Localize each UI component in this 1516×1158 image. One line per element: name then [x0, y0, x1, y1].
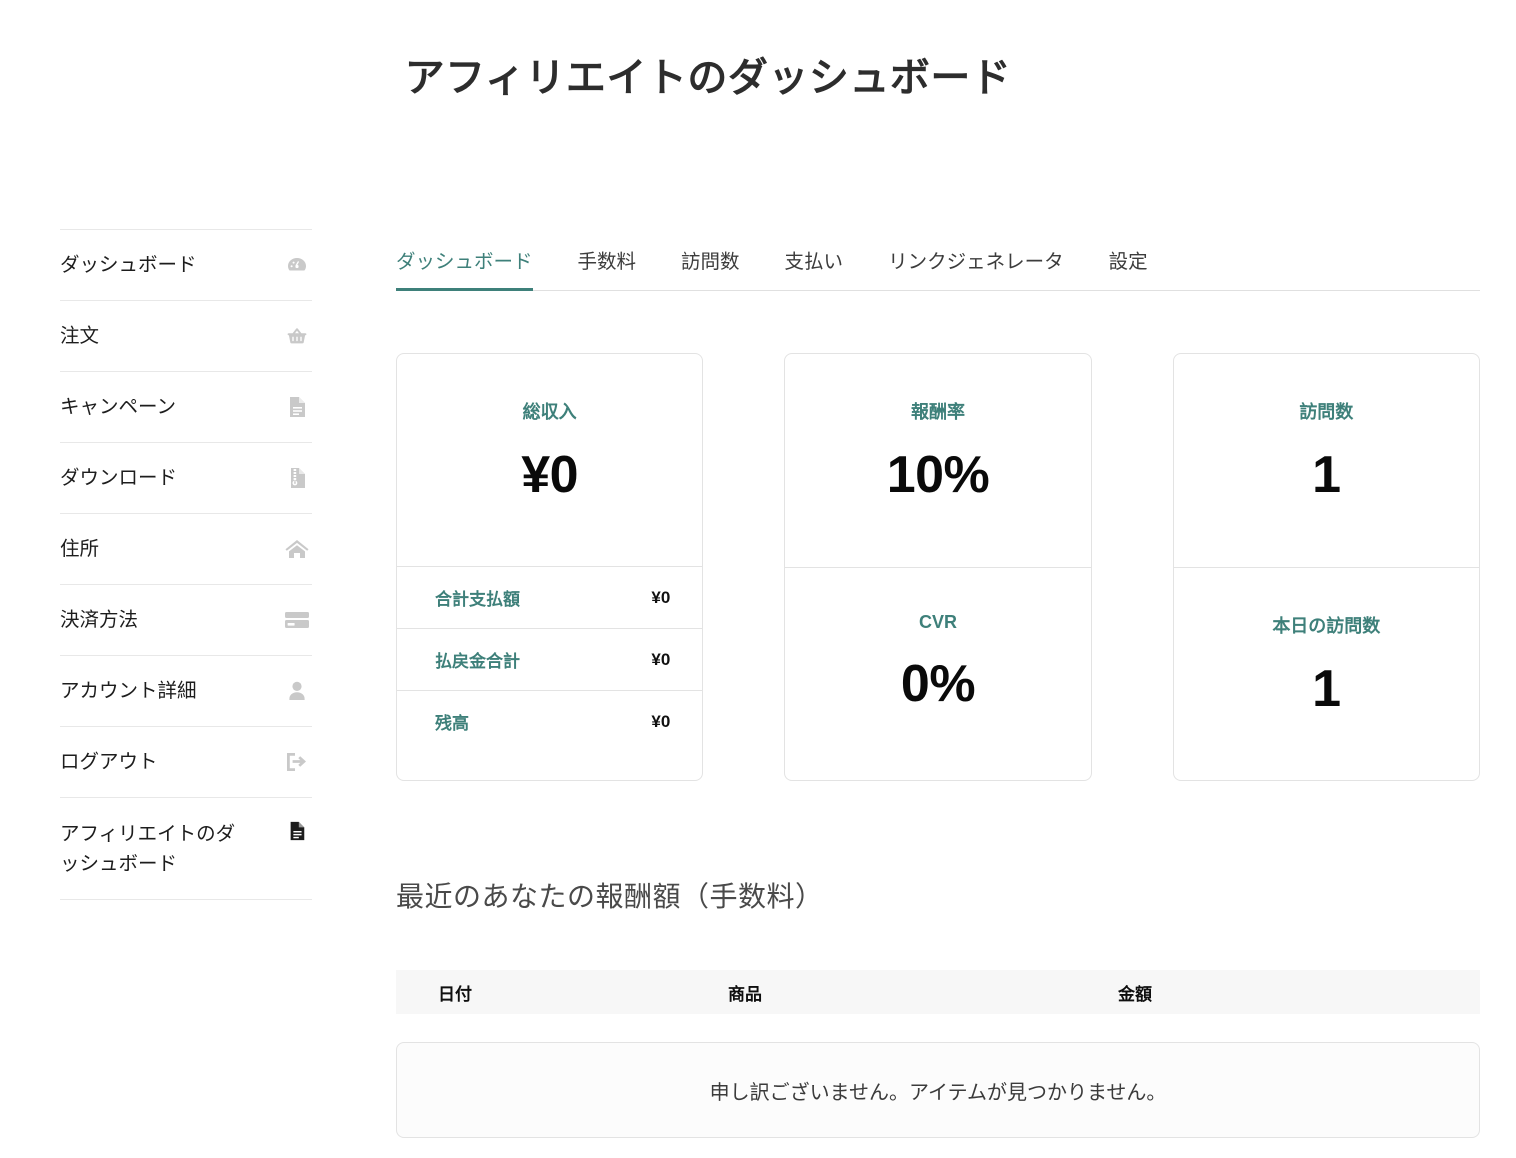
sidebar-item-label: ダッシュボード	[60, 254, 197, 276]
row-value: ¥0	[651, 587, 671, 607]
row-total-paid: 合計支払額 ¥0	[397, 566, 703, 628]
credit-card-icon	[284, 607, 310, 633]
empty-state-message: 申し訳ございません。アイテムが見つかりません。	[709, 1081, 1167, 1104]
sidebar-item-logout[interactable]: ログアウト	[60, 727, 312, 798]
card-value: 10%	[886, 446, 990, 504]
home-icon	[284, 536, 310, 562]
column-header-product: 商品	[728, 984, 762, 1004]
sidebar-item-label: 注文	[60, 325, 100, 347]
recent-commissions-heading: 最近のあなたの報酬額（手数料）	[396, 881, 824, 913]
sidebar-item-label: ログアウト	[60, 751, 158, 773]
tab-link-generator[interactable]: リンクジェネレータ	[888, 251, 1064, 273]
card-title: 訪問数	[1299, 402, 1354, 422]
row-label: 払戻金合計	[435, 652, 520, 671]
empty-state: 申し訳ございません。アイテムが見つかりません。	[396, 1042, 1480, 1138]
sidebar-item-label: キャンペーン	[60, 396, 177, 418]
tab-settings[interactable]: 設定	[1108, 251, 1148, 273]
card-title: 総収入	[522, 402, 577, 422]
card-title: 本日の訪問数	[1272, 616, 1381, 636]
column-header-amount: 金額	[1118, 984, 1152, 1004]
row-value: ¥0	[651, 711, 671, 731]
sidebar-item-label: 住所	[60, 538, 100, 560]
card-earnings-summary: 総収入 ¥0	[397, 354, 702, 566]
commissions-table-header: 日付 商品 金額	[396, 970, 1480, 1014]
gauge-icon	[284, 252, 310, 278]
row-total-refunds: 払戻金合計 ¥0	[397, 628, 703, 690]
sidebar-item-payment-methods[interactable]: 決済方法	[60, 585, 312, 656]
tab-visits[interactable]: 訪問数	[681, 251, 740, 273]
row-label: 残高	[435, 714, 469, 733]
page-title: アフィリエイトのダッシュボード	[404, 55, 1012, 100]
sidebar-item-label: ダウンロード	[60, 467, 178, 489]
sidebar-item-campaigns[interactable]: キャンペーン	[60, 372, 312, 443]
card-title: CVR	[918, 612, 957, 632]
card-title: 報酬率	[910, 402, 965, 422]
card-value: ¥0	[521, 446, 579, 504]
sidebar: ダッシュボード 注文 キャンペーン ダウンロード 住所 決済方法	[60, 229, 312, 900]
logout-icon	[284, 749, 310, 775]
card-cvr: CVR 0%	[785, 567, 1091, 780]
person-icon	[284, 678, 310, 704]
tab-commissions[interactable]: 手数料	[577, 251, 637, 273]
column-header-date: 日付	[438, 984, 472, 1004]
basket-icon	[284, 323, 310, 349]
card-today-visits: 本日の訪問数 1	[1173, 567, 1479, 780]
card-visits: 訪問数 1 本日の訪問数 1	[1172, 353, 1480, 781]
card-value: 1	[1312, 446, 1341, 504]
card-commission-rate: 報酬率 10%	[785, 354, 1090, 567]
sidebar-item-dashboard[interactable]: ダッシュボード	[60, 230, 312, 301]
sidebar-item-label: アカウント詳細	[60, 680, 197, 702]
sidebar-item-downloads[interactable]: ダウンロード	[60, 443, 312, 514]
tab-bar: ダッシュボード 手数料 訪問数 支払い リンクジェネレータ 設定	[396, 240, 1480, 291]
download-file-icon	[284, 465, 310, 491]
sidebar-item-label: 決済方法	[60, 609, 139, 631]
sidebar-item-label: アフィリエイトのダッシュボード	[60, 822, 236, 875]
row-value: ¥0	[651, 649, 671, 669]
sidebar-item-address[interactable]: 住所	[60, 514, 312, 585]
card-total-visits: 訪問数 1	[1174, 354, 1479, 567]
stat-cards: 総収入 ¥0 合計支払額 ¥0 払戻金合計 ¥0 残高 ¥0	[396, 353, 1480, 781]
card-total-earnings: 総収入 ¥0 合計支払額 ¥0 払戻金合計 ¥0 残高 ¥0	[396, 353, 704, 781]
card-earnings-rows: 合計支払額 ¥0 払戻金合計 ¥0 残高 ¥0	[397, 566, 703, 752]
sidebar-item-orders[interactable]: 注文	[60, 301, 312, 372]
card-value: 1	[1312, 660, 1341, 718]
document-icon	[284, 394, 310, 420]
document-icon	[284, 818, 310, 844]
tab-dashboard[interactable]: ダッシュボード	[396, 245, 533, 291]
row-balance: 残高 ¥0	[397, 690, 703, 752]
card-value: 0%	[900, 655, 976, 713]
row-label: 合計支払額	[435, 590, 520, 609]
card-rates: 報酬率 10% CVR 0%	[784, 353, 1092, 781]
sidebar-item-affiliate-dashboard[interactable]: アフィリエイトのダッシュボード	[60, 798, 312, 900]
sidebar-item-account-details[interactable]: アカウント詳細	[60, 656, 312, 727]
tab-payouts[interactable]: 支払い	[784, 251, 844, 273]
